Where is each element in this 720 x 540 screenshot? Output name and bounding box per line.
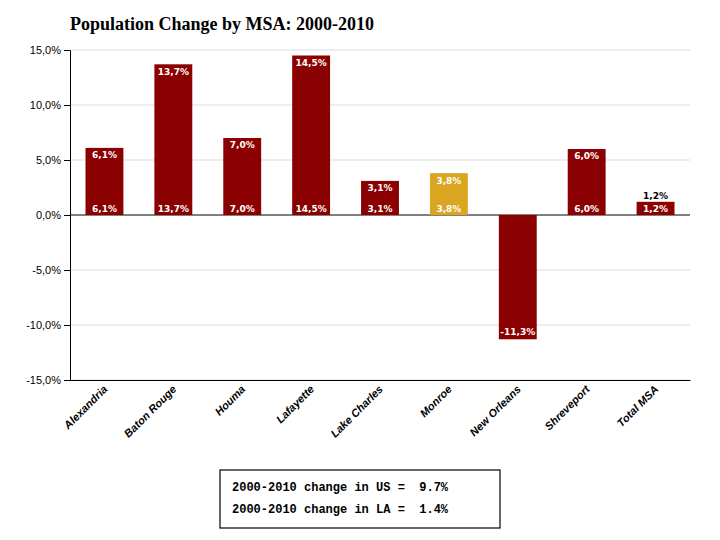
annotation: 2000-2010 change in US = 9.7%	[232, 481, 449, 495]
axis-line	[71, 380, 691, 381]
data-label: 6,1%	[92, 150, 117, 160]
bar	[568, 149, 606, 215]
x-tick-label: Lake Charles	[328, 383, 385, 440]
chart-container: AlexandriaBaton Rouge Houma Lafayette Lake …	[0, 0, 720, 540]
grid-line	[70, 380, 690, 381]
data-label: 14,5%	[295, 58, 326, 68]
bars	[86, 56, 675, 340]
data-label: 13,7%	[158, 204, 189, 214]
data-label: 7,0%	[230, 140, 255, 150]
axis-line	[64, 51, 71, 381]
bar	[154, 64, 192, 215]
y-tick-line	[64, 270, 70, 271]
grid-line	[70, 50, 690, 51]
data-label: 13,7%	[158, 67, 189, 77]
y-tick: -5,0%	[32, 264, 70, 276]
y-tick-label: 15,0%	[30, 44, 61, 56]
y-axis: -15,0% -10,0% -5,0% 0,0% 5,0% 10,0% 15,0%	[26, 44, 70, 386]
data-label: 1,2%	[643, 204, 668, 214]
x-tick: Total MSA	[614, 380, 660, 429]
x-tick: Houma	[212, 380, 247, 418]
x-tick-label: Baton Rouge	[122, 383, 179, 440]
y-tick: -10,0%	[26, 319, 70, 331]
x-tick-label: Houma	[212, 383, 247, 418]
y-tick: 10,0%	[30, 99, 70, 111]
bar	[637, 202, 675, 215]
x-tick-label: Monroe	[417, 383, 454, 420]
bar	[223, 138, 261, 215]
annotation: 2000-2010 change in LA = 1.4%	[232, 503, 449, 517]
x-tick: Lafayette	[274, 380, 317, 425]
y-tick-line	[64, 105, 70, 106]
annotation-box: 2000-2010 change in US = 9.7% 2000-2010 c…	[220, 470, 500, 528]
data-label: 6,1%	[92, 204, 117, 214]
chart: AlexandriaBaton Rouge Houma Lafayette Lake …	[0, 0, 720, 540]
x-axis: AlexandriaBaton Rouge Houma Lafayette Lake …	[61, 380, 691, 440]
x-tick-label: Lafayette	[274, 383, 317, 426]
y-tick: -15,0%	[26, 374, 70, 386]
bar	[361, 181, 399, 215]
y-tick-line	[64, 50, 70, 51]
x-tick: Alexandria	[61, 380, 110, 432]
x-tick-label: New Orleans	[467, 383, 523, 439]
x-tick-label: Alexandria	[61, 383, 110, 432]
y-tick-line	[64, 380, 70, 381]
title: Population Change by MSA: 2000-2010	[70, 14, 374, 34]
data-label: 3,8%	[436, 176, 461, 186]
data-label: 3,8%	[436, 204, 461, 214]
y-tick-label: 0,0%	[36, 209, 61, 221]
data-label: 7,0%	[230, 204, 255, 214]
plot: AlexandriaBaton Rouge Houma Lafayette Lake …	[26, 44, 690, 440]
data-label: 3,1%	[368, 204, 393, 214]
grid-line	[70, 270, 690, 271]
x-tick: Shreveport	[542, 380, 592, 432]
data-label: 6,0%	[574, 151, 599, 161]
y-tick-label: -10,0%	[26, 319, 61, 331]
data-label: 14,5%	[295, 204, 326, 214]
x-tick-label: Shreveport	[542, 382, 592, 432]
y-tick: 5,0%	[36, 154, 70, 166]
x-tick: Baton Rouge	[122, 380, 179, 440]
y-tick-label: 10,0%	[30, 99, 61, 111]
y-tick-label: -5,0%	[32, 264, 61, 276]
y-tick-line	[64, 160, 70, 161]
x-tick-label: Total MSA	[614, 383, 660, 429]
data-label: 3,1%	[368, 183, 393, 193]
x-tick: Monroe	[417, 380, 454, 419]
bar	[499, 215, 537, 339]
grid-line	[70, 325, 690, 326]
data-label: 6,0%	[574, 204, 599, 214]
grid	[70, 50, 690, 380]
y-tick: 0,0%	[36, 209, 70, 221]
y-tick-line	[64, 325, 70, 326]
y-tick-label: -15,0%	[26, 374, 61, 386]
bar	[292, 56, 330, 216]
y-tick: 15,0%	[30, 44, 70, 56]
y-tick-label: 5,0%	[36, 154, 61, 166]
y-tick-line	[64, 215, 70, 216]
data-label: 1,2%	[643, 191, 668, 201]
bar	[430, 173, 468, 215]
x-tick: Lake Charles	[328, 380, 385, 440]
annotation-frame	[220, 470, 500, 528]
x-tick: New Orleans	[467, 380, 523, 438]
data-label: -11,3%	[500, 327, 535, 337]
bar	[86, 148, 124, 215]
data-labels: 6,1% 6,1% 13,7% 13,7% 7,0% 7,0% 14,5% 14,5% 3,1%…	[92, 58, 668, 337]
